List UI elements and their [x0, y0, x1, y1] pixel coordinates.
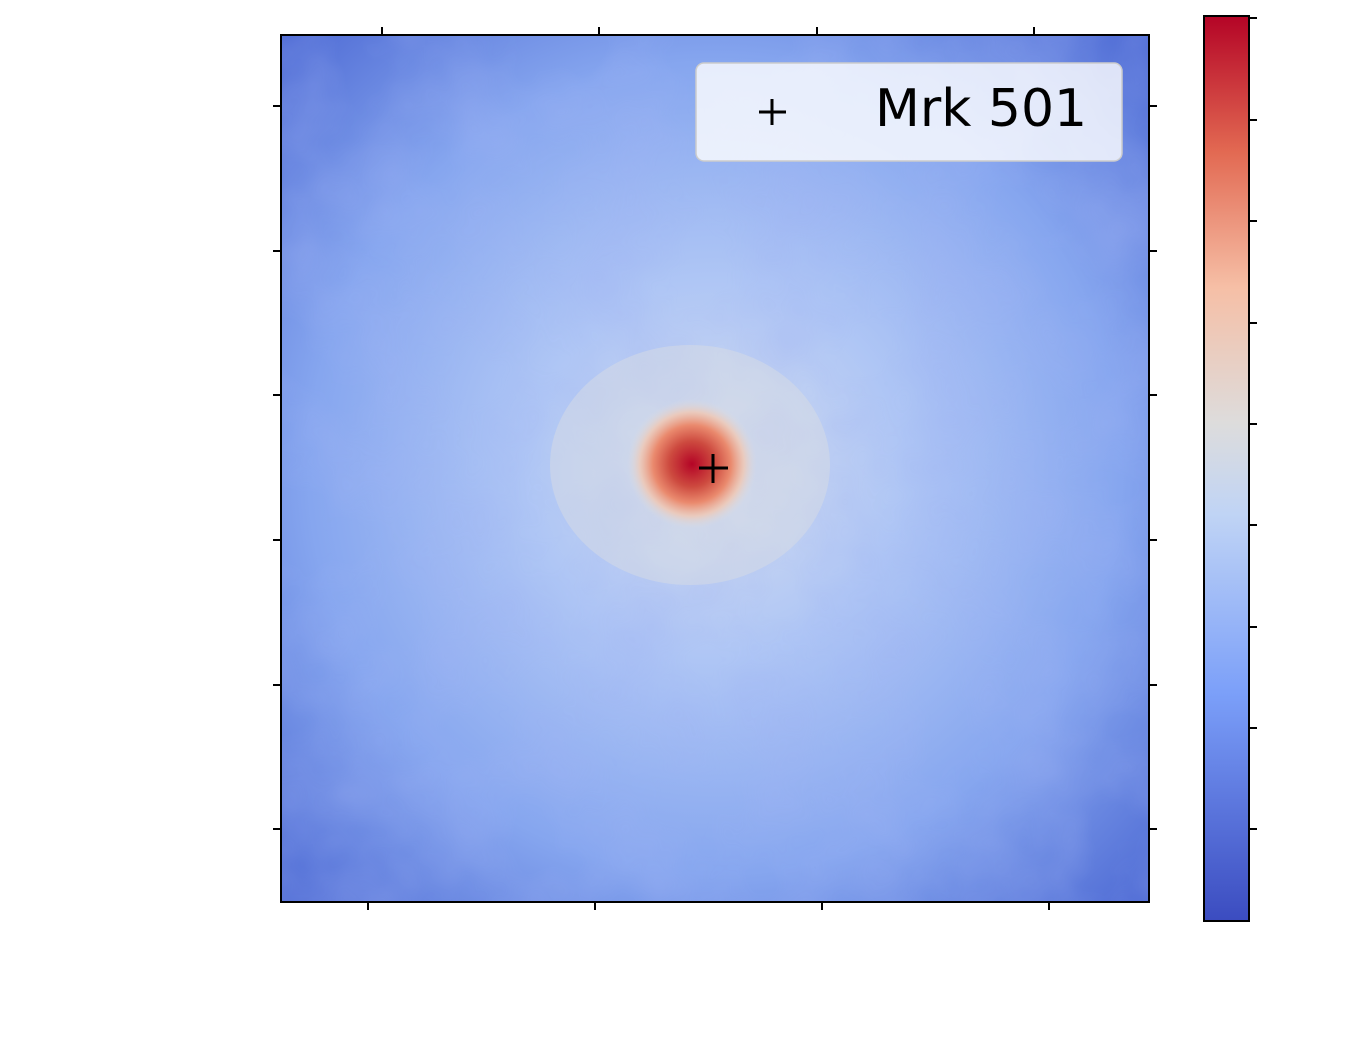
colorbar [1203, 15, 1257, 922]
legend: Mrk 501 [695, 62, 1123, 162]
legend-box [695, 62, 1123, 162]
source-marker [699, 454, 728, 483]
frame [280, 34, 1150, 903]
axis-ticks [273, 27, 1157, 910]
legend-label: Mrk 501 [875, 79, 1087, 139]
